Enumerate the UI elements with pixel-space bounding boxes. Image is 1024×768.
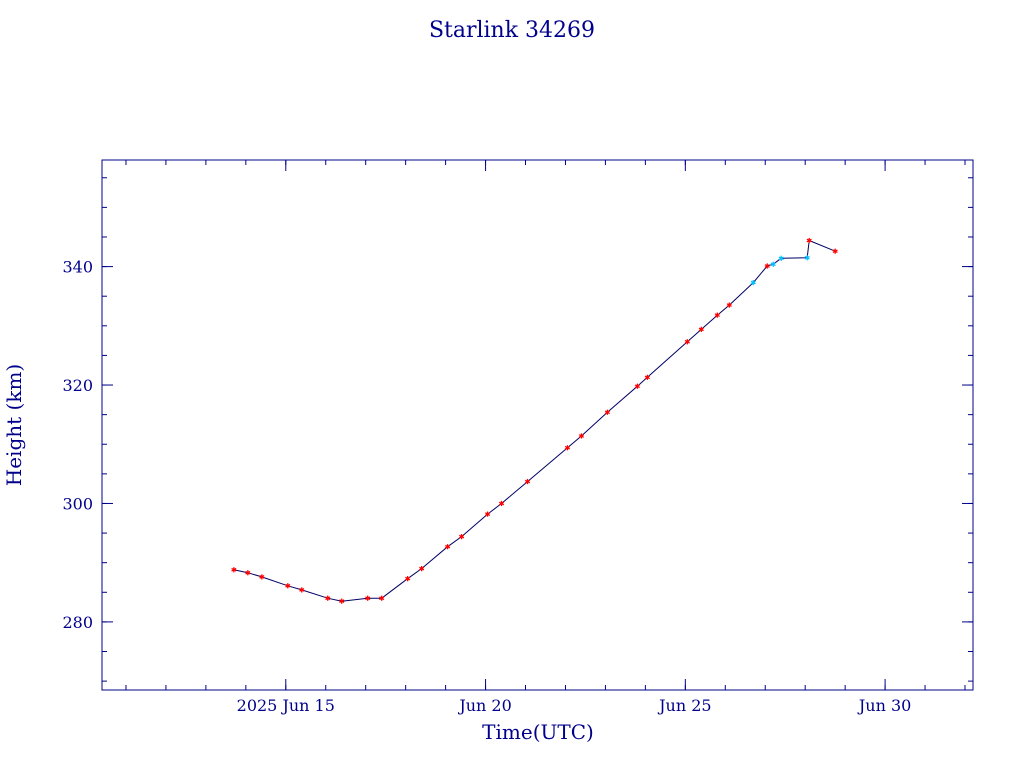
x-axis-label: Time(UTC) (482, 720, 594, 744)
point-stroke (445, 544, 451, 549)
point-stroke (764, 264, 770, 268)
point-stroke (578, 434, 585, 438)
point-stroke (245, 570, 251, 575)
point-stroke (299, 588, 305, 592)
observed-point (459, 534, 465, 540)
observed-point (714, 312, 720, 318)
point-stroke (832, 249, 838, 254)
plot-frame (101, 159, 974, 691)
observed-point (564, 445, 571, 451)
point-stroke (806, 238, 812, 243)
chart-title: Starlink 34269 (429, 18, 595, 43)
y-axis-label: Height (km) (2, 364, 26, 486)
observed-point (299, 587, 305, 593)
point-stroke (604, 410, 611, 415)
x-tick-label: 2025 Jun 15 (237, 696, 335, 715)
observed-point (644, 374, 650, 380)
point-stroke (498, 501, 505, 506)
observed-point (285, 583, 291, 589)
observed-point (698, 326, 704, 332)
observed-point (806, 237, 812, 244)
point-stroke (684, 339, 690, 344)
predicted-point (804, 255, 810, 261)
x-tick-label: Jun 25 (657, 696, 711, 715)
axis-ticks (102, 160, 973, 690)
point-stroke (231, 567, 237, 572)
point-stroke (325, 596, 331, 601)
point-stroke (379, 596, 385, 601)
x-tick-label: Jun 30 (857, 696, 911, 715)
point-stroke (419, 566, 425, 571)
observed-point (445, 544, 451, 550)
observed-point (764, 263, 770, 269)
observed-point (524, 478, 531, 485)
observed-point (325, 595, 331, 601)
series-line (233, 239, 836, 602)
observed-point (832, 248, 838, 254)
observed-point (379, 595, 385, 601)
point-stroke (644, 375, 650, 380)
observed-point (405, 576, 411, 582)
point-stroke (770, 262, 776, 267)
observed-point (498, 500, 505, 507)
point-stroke (259, 575, 265, 579)
observed-point (259, 574, 265, 580)
predicted-point (770, 261, 776, 267)
point-stroke (524, 479, 531, 484)
y-tick-label: 300 (62, 494, 93, 513)
observed-point (484, 511, 491, 517)
point-stroke (714, 313, 720, 318)
observed-point (419, 566, 425, 572)
observed-point (339, 598, 345, 604)
point-stroke (365, 596, 371, 601)
observed-point (684, 339, 690, 345)
y-tick-label: 320 (62, 376, 93, 395)
x-tick-label: Jun 20 (457, 696, 511, 715)
observed-point (365, 595, 371, 601)
point-stroke (484, 512, 491, 516)
series-group (231, 237, 838, 604)
point-stroke (778, 256, 784, 261)
y-tick-label: 280 (62, 613, 93, 632)
observed-point (726, 302, 732, 308)
point-stroke (459, 534, 465, 539)
point-stroke (405, 576, 411, 581)
observed-point (231, 567, 237, 573)
point-stroke (804, 255, 810, 260)
axis-tick-labels: 2025 Jun 15 Jun 20 Jun 25 Jun 30 280 300 320 34… (62, 258, 911, 715)
point-stroke (564, 445, 571, 450)
observed-point (578, 433, 585, 439)
point-stroke (750, 280, 756, 285)
predicted-point (750, 279, 756, 286)
point-stroke (339, 599, 345, 604)
point-stroke (698, 327, 704, 332)
point-stroke (634, 384, 640, 389)
point-stroke (285, 583, 291, 588)
point-stroke (726, 303, 732, 307)
observed-point (245, 570, 251, 576)
observed-point (634, 383, 640, 389)
predicted-point (778, 255, 784, 261)
observed-point (604, 409, 611, 415)
y-tick-label: 340 (62, 258, 93, 277)
